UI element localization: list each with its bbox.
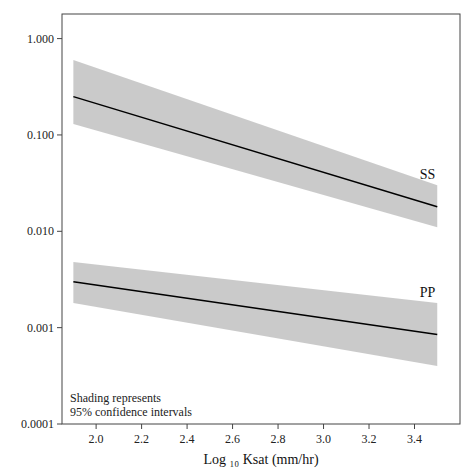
chart-container: 2.0 2.2 2.4 2.6 2.8 3.0 3.2 3.4 0.0001 0.001 0.010…	[0, 0, 474, 474]
y-tick-label: 0.010	[27, 224, 54, 238]
x-tick	[278, 424, 279, 429]
regression-line	[73, 97, 437, 207]
x-axis-label: Log ₁₀ Ksat (mm/hr)	[203, 452, 318, 468]
x-tick	[414, 424, 415, 429]
x-tick	[323, 424, 324, 429]
x-tick-label: 2.4	[180, 432, 195, 446]
annotation: Shading represents95% confidence interva…	[70, 391, 192, 419]
plot-frame	[62, 14, 460, 424]
y-tick	[57, 424, 62, 425]
y-tick-label: 0.100	[27, 128, 54, 142]
x-tick	[141, 424, 142, 429]
x-tick	[369, 424, 370, 429]
x-tick	[96, 424, 97, 429]
y-tick-label: 1.000	[27, 32, 54, 46]
x-tick-label: 2.2	[134, 432, 149, 446]
x-tick-label: 3.4	[407, 432, 422, 446]
series-label: SS	[420, 167, 436, 182]
y-tick	[57, 231, 62, 232]
chart: 2.0 2.2 2.4 2.6 2.8 3.0 3.2 3.4 0.0001 0.001 0.010…	[0, 0, 474, 474]
background	[0, 0, 474, 474]
x-tick-label: 2.8	[271, 432, 286, 446]
x-tick-label: 3.2	[362, 432, 377, 446]
x-tick	[187, 424, 188, 429]
regression-line	[73, 282, 437, 335]
y-tick	[57, 38, 62, 39]
x-tick-label: 2.6	[225, 432, 240, 446]
x-tick-label: 3.0	[316, 432, 331, 446]
x-tick-label: 2.0	[89, 432, 104, 446]
y-tick	[57, 134, 62, 135]
plot-area	[73, 60, 437, 366]
confidence-band	[73, 262, 437, 366]
y-tick	[57, 327, 62, 328]
series-label: PP	[420, 285, 436, 300]
y-tick-label: 0.001	[27, 321, 54, 335]
confidence-band	[73, 60, 437, 227]
x-tick	[232, 424, 233, 429]
y-tick-label: 0.0001	[21, 417, 54, 431]
